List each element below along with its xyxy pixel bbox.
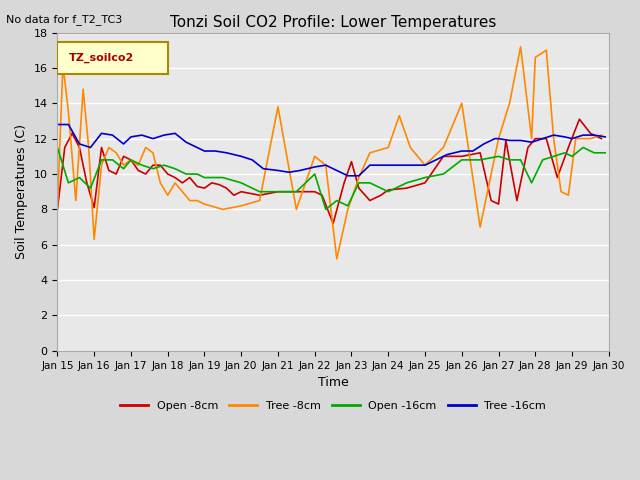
X-axis label: Time: Time [317,376,349,389]
Title: Tonzi Soil CO2 Profile: Lower Temperatures: Tonzi Soil CO2 Profile: Lower Temperatur… [170,15,496,30]
FancyBboxPatch shape [58,42,168,74]
Legend: Open -8cm, Tree -8cm, Open -16cm, Tree -16cm: Open -8cm, Tree -8cm, Open -16cm, Tree -… [116,396,550,415]
Text: TZ_soilco2: TZ_soilco2 [68,53,134,63]
Text: No data for f_T2_TC3: No data for f_T2_TC3 [6,14,123,25]
Y-axis label: Soil Temperatures (C): Soil Temperatures (C) [15,124,28,259]
